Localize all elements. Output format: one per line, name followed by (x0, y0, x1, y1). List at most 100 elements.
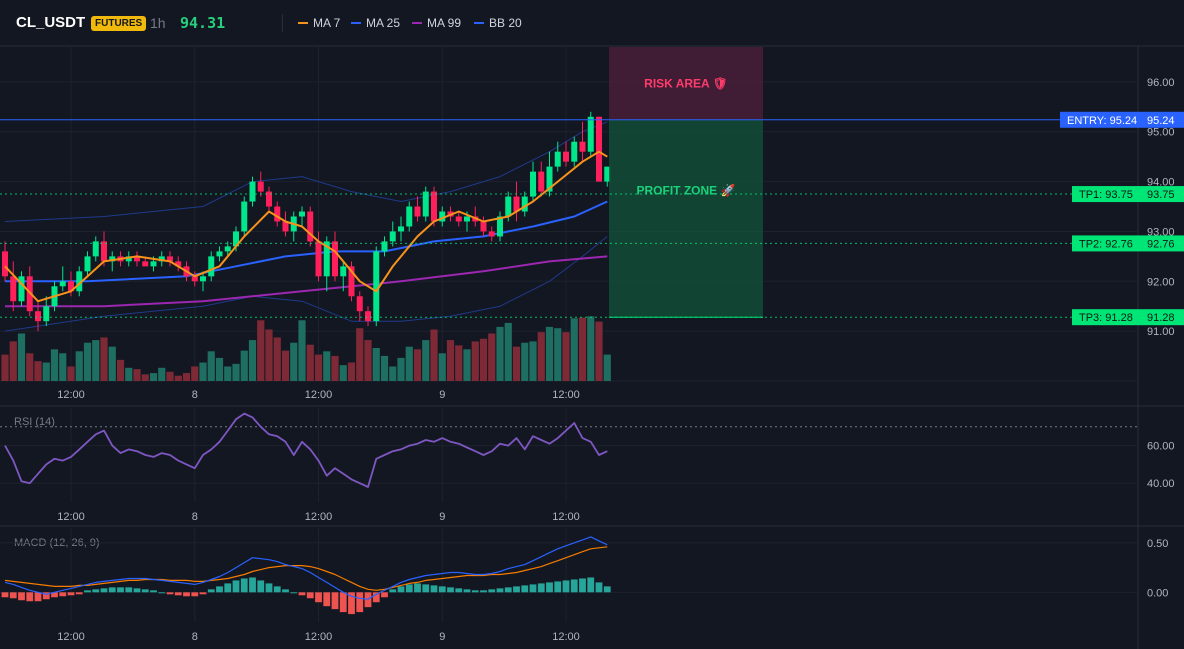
macd-histogram-bar (108, 587, 116, 593)
candle (439, 211, 446, 222)
macd-histogram-bar (18, 592, 25, 601)
volume-bar (125, 367, 133, 381)
macd-histogram-bar (554, 581, 562, 593)
candle (414, 206, 421, 217)
time-tick-label: 8 (192, 389, 198, 401)
candle (505, 196, 512, 217)
macd-histogram-bar (125, 587, 133, 593)
volume-bar (224, 366, 232, 381)
volume-bar (529, 341, 537, 381)
time-tick-label: 12:00 (305, 389, 333, 401)
volume-bar (191, 366, 199, 381)
candle (381, 241, 388, 252)
volume-bar (471, 341, 479, 381)
candle (84, 256, 91, 272)
volume-bar (100, 337, 108, 381)
macd-histogram-bar (315, 592, 322, 603)
legend-ma25-label: MA 25 (366, 16, 401, 30)
candle (59, 281, 66, 287)
volume-bar (34, 361, 42, 381)
macd-histogram-bar (133, 588, 141, 593)
candle (134, 256, 140, 262)
time-tick-label: 8 (192, 511, 198, 523)
volume-bar (603, 354, 611, 381)
macd-histogram-bar (381, 592, 388, 598)
volume-bar (240, 350, 248, 381)
candle (488, 231, 495, 237)
candle (307, 211, 314, 242)
price-tick-label: 95.00 (1147, 127, 1175, 139)
macd-histogram-bar (273, 586, 281, 593)
macd-histogram-bar (9, 592, 17, 599)
candle (480, 221, 487, 232)
volume-bar (26, 353, 34, 381)
ma25-line (5, 200, 608, 283)
candle (422, 191, 429, 217)
macd-histogram-bar (216, 586, 223, 593)
tp-label: TP3: 91.28 (1079, 312, 1133, 324)
volume-bar (562, 332, 570, 381)
volume-bar (92, 340, 100, 381)
volume-bar (364, 340, 372, 381)
macd-histogram-bar (42, 592, 50, 600)
volume-bar (174, 375, 182, 381)
volume-bar (430, 329, 438, 381)
candle (200, 276, 206, 282)
macd-histogram-bar (51, 592, 58, 598)
candle (389, 231, 396, 242)
macd-histogram-bar (323, 592, 331, 607)
candle (455, 216, 462, 222)
macd-histogram-bar (463, 589, 471, 593)
candle (43, 306, 50, 322)
futures-badge: FUTURES (91, 16, 147, 31)
macd-histogram-bar (92, 589, 100, 593)
timeframe-label[interactable]: 1h (150, 15, 166, 31)
price-tick-label: 94.00 (1147, 177, 1175, 189)
price-tick-label: 91.00 (1147, 326, 1175, 338)
macd-histogram-bar (488, 589, 496, 593)
candle (18, 276, 25, 302)
tp-label-box (1072, 309, 1184, 326)
candle (150, 261, 157, 267)
macd-histogram-bar (513, 586, 520, 593)
macd-histogram-bar (249, 577, 256, 593)
candle (299, 211, 305, 217)
macd-histogram-bar (339, 592, 347, 613)
chart-header: CL_USDT FUTURES 1h 94.31 MA 7 MA 25 MA 9… (0, 0, 1184, 46)
macd-histogram-bar (331, 592, 339, 610)
candle (315, 241, 322, 277)
macd-histogram-bar (282, 589, 289, 593)
macd-signal-line (4, 546, 608, 591)
ma25-swatch-icon (351, 22, 361, 24)
macd-histogram-bar (447, 587, 454, 593)
candle (579, 141, 586, 152)
candle (356, 296, 363, 312)
legend-ma99[interactable]: MA 99 (412, 16, 461, 30)
macd-histogram-bar (471, 590, 479, 593)
volume-bar (545, 326, 554, 381)
volume-bar (323, 351, 331, 381)
volume-bar (521, 342, 529, 381)
volume-bar (158, 367, 166, 381)
price-tick-label: 96.00 (1147, 77, 1175, 89)
volume-bar (182, 373, 191, 381)
volume-bar (479, 338, 488, 381)
volume-bar (265, 329, 273, 381)
legend-ma25[interactable]: MA 25 (351, 16, 400, 30)
candle (10, 276, 17, 302)
legend-ma7[interactable]: MA 7 (298, 16, 340, 30)
volume-bar (595, 321, 603, 381)
rsi-line (4, 412, 608, 488)
legend-bb20[interactable]: BB 20 (474, 16, 522, 30)
candle (2, 251, 8, 277)
entry-label: ENTRY: 95.24 (1067, 115, 1137, 127)
symbol-name[interactable]: CL_USDT (16, 14, 86, 31)
tp-axis-label: 91.28 (1147, 312, 1175, 324)
macd-histogram-bar (306, 592, 314, 599)
risk-zone (609, 47, 763, 120)
macd-histogram-bar (59, 592, 67, 597)
macd-histogram-bar (603, 586, 611, 593)
entry-label-box (1060, 111, 1184, 128)
macd-histogram-bar (579, 578, 586, 593)
